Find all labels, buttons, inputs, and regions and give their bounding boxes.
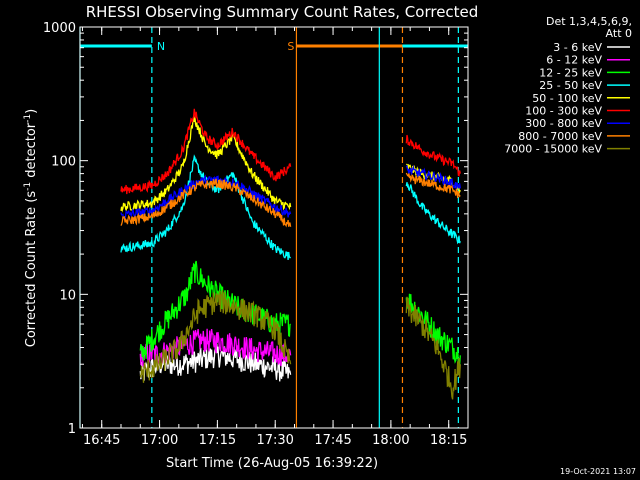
timestamp: 19-Oct-2021 13:07 <box>560 467 636 476</box>
legend-header-line-1: Det 1,3,4,5,6,9, <box>546 15 632 28</box>
y-tick-label: 1 <box>68 422 76 437</box>
x-axis-label: Start Time (26-Aug-05 16:39:22) <box>166 456 378 471</box>
flag-label: S <box>287 40 294 53</box>
legend-label: 800 - 7000 keV <box>518 130 602 143</box>
series-line <box>405 164 461 190</box>
y-tick-label: 1000 <box>43 21 76 36</box>
y-axis-ticks: 1 10 100 1000 <box>43 21 468 437</box>
plot-frame <box>79 26 469 429</box>
x-tick-label: 17:45 <box>314 433 351 448</box>
x-tick-label: 17:15 <box>199 433 236 448</box>
legend-label: 6 - 12 keV <box>546 54 602 67</box>
x-tick-label: 17:30 <box>256 433 293 448</box>
y-axis-label: Corrected Count Rate (s-1 detector-1) <box>23 109 39 347</box>
legend-label: 25 - 50 keV <box>539 79 602 92</box>
legend-label: 100 - 300 keV <box>525 105 602 118</box>
series-line <box>120 178 292 228</box>
flag-label: N <box>157 40 165 53</box>
legend-label: 50 - 100 keV <box>532 92 602 105</box>
y-tick-label: 100 <box>51 155 76 170</box>
series-line <box>405 134 461 177</box>
series-line <box>405 172 461 199</box>
x-axis-ticks: 16:45 17:00 17:15 17:30 17:45 18:00 18:15 <box>81 27 469 448</box>
x-tick-label: 18:15 <box>430 433 467 448</box>
x-tick-label: 18:00 <box>372 433 409 448</box>
legend-label: 3 - 6 keV <box>553 41 602 54</box>
x-tick-label: 16:45 <box>83 433 120 448</box>
series-line <box>405 296 461 400</box>
series-line <box>120 116 292 213</box>
series-line <box>120 108 292 195</box>
legend-label: 7000 - 15000 keV <box>504 143 602 156</box>
series-line <box>405 182 461 245</box>
legend-label: 12 - 25 keV <box>539 66 602 79</box>
legend-label: 300 - 800 keV <box>525 117 602 130</box>
chart-title: RHESSI Observing Summary Count Rates, Co… <box>86 3 479 21</box>
x-tick-label: 17:00 <box>141 433 178 448</box>
series-line <box>139 290 292 383</box>
series-layer <box>120 108 461 400</box>
y-tick-label: 10 <box>59 288 76 303</box>
legend-header-line-2: Att 0 <box>606 27 632 40</box>
